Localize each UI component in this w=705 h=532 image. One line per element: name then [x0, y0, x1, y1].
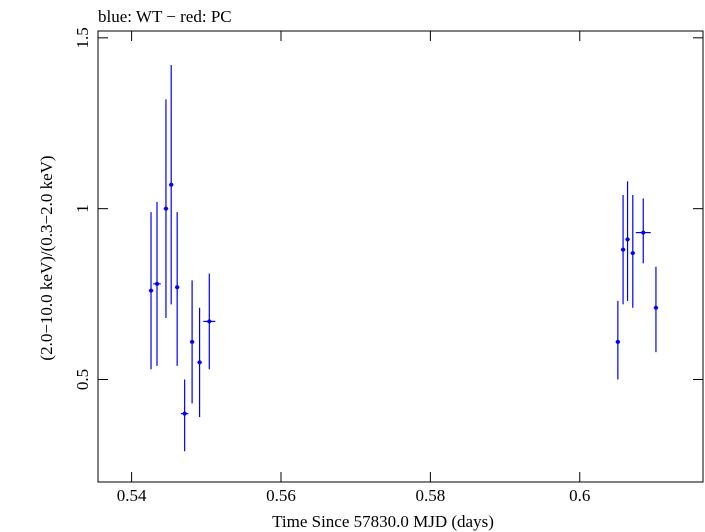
x-tick-label: 0.6 [569, 486, 590, 505]
point-marker [163, 206, 168, 211]
point-marker [182, 411, 187, 416]
data-point [630, 195, 636, 308]
data-point [163, 99, 169, 318]
x-axis: 0.54 0.56 0.58 0.6 [117, 31, 590, 505]
x-axis-label: Time Since 57830.0 MJD (days) [272, 512, 494, 531]
x-tick-label: 0.56 [266, 486, 296, 505]
x-tick-label: 0.54 [117, 486, 147, 505]
y-axis-label: (2.0−10.0 keV)/(0.3−2.0 keV) [37, 155, 56, 360]
point-marker [175, 285, 180, 290]
data-point [625, 181, 630, 301]
point-marker [149, 288, 154, 293]
data-point [620, 195, 626, 305]
y-axis: 0.5 1 1.5 [73, 27, 703, 390]
y-tick-label: 1 [73, 204, 92, 213]
y-tick-label: 0.5 [73, 369, 92, 390]
y-tick-label: 1.5 [73, 27, 92, 48]
point-marker [169, 182, 174, 187]
data-series [148, 65, 659, 452]
data-point [615, 300, 621, 380]
plot-frame [97, 30, 704, 483]
data-point [148, 212, 154, 370]
data-point [197, 307, 202, 418]
data-point [153, 201, 161, 366]
data-point [189, 280, 195, 404]
x-tick-label: 0.58 [416, 486, 446, 505]
point-marker [653, 305, 658, 310]
point-marker [621, 247, 626, 252]
chart-title: blue: WT − red: PC [98, 7, 232, 26]
data-point [180, 379, 189, 452]
point-marker [641, 230, 646, 235]
point-marker [207, 319, 212, 324]
point-marker [155, 281, 160, 286]
point-marker [190, 339, 195, 344]
data-point [203, 273, 216, 370]
series-wt [148, 65, 659, 452]
point-marker [625, 237, 630, 242]
data-point [653, 266, 659, 353]
data-point [174, 212, 180, 366]
point-marker [615, 339, 620, 344]
data-point [635, 198, 651, 264]
point-marker [630, 251, 635, 256]
data-point [168, 65, 174, 305]
point-marker [197, 360, 202, 365]
